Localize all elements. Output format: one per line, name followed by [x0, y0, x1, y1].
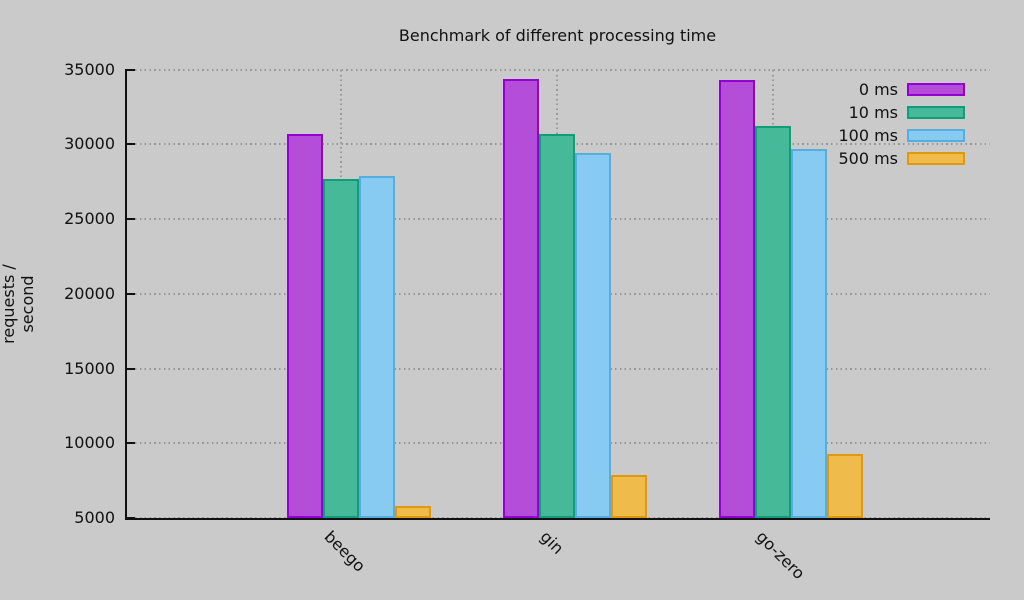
- y-tick-mark: [125, 68, 135, 71]
- x-category-label-go-zero: go-zero: [752, 527, 809, 584]
- legend-swatch: [907, 129, 965, 143]
- legend-label: 100 ms: [838, 126, 898, 146]
- x-axis-line: [125, 518, 990, 520]
- legend-row-100ms: 100 ms: [838, 124, 965, 147]
- y-tick-mark: [125, 367, 135, 370]
- h-gridline: [135, 68, 990, 71]
- y-tick-mark: [125, 143, 135, 146]
- legend-label: 500 ms: [838, 149, 898, 169]
- chart-title: Benchmark of different processing time: [398, 26, 717, 45]
- x-category-label-gin: gin: [536, 527, 568, 558]
- y-tick-label: 10000: [64, 433, 115, 453]
- legend-swatch: [907, 105, 965, 119]
- bar-100ms-go-zero: [791, 149, 827, 518]
- legend-label: 10 ms: [848, 102, 898, 122]
- y-tick-mark: [125, 218, 135, 220]
- bar-0ms-beego: [287, 133, 323, 518]
- y-tick-mark: [125, 442, 135, 445]
- y-tick-label: 25000: [64, 209, 115, 228]
- legend-swatch: [907, 152, 965, 166]
- legend-row-500ms: 500 ms: [838, 147, 965, 170]
- bar-500ms-beego: [395, 506, 431, 518]
- bar-0ms-gin: [503, 79, 539, 518]
- x-category-label-beego: beego: [320, 527, 370, 576]
- bar-100ms-gin: [575, 153, 611, 518]
- bar-100ms-beego: [359, 176, 395, 518]
- legend-row-0ms: 0 ms: [859, 78, 965, 101]
- y-tick-label: 20000: [64, 283, 115, 303]
- y-tick-label: 30000: [64, 134, 115, 154]
- legend-label: 0 ms: [858, 79, 898, 99]
- bar-500ms-gin: [611, 474, 647, 518]
- bar-0ms-go-zero: [719, 79, 755, 518]
- y-tick-label: 5000: [74, 508, 115, 527]
- bar-10ms-beego: [323, 178, 359, 518]
- bar-10ms-gin: [539, 133, 575, 518]
- y-tick-mark: [125, 292, 135, 295]
- y-axis-line: [125, 69, 127, 520]
- bar-500ms-go-zero: [827, 454, 863, 518]
- legend-swatch: [907, 82, 965, 96]
- y-tick-label: 15000: [64, 358, 115, 378]
- bar-10ms-go-zero: [755, 125, 791, 518]
- y-tick-label: 35000: [64, 59, 115, 79]
- legend-row-10ms: 10 ms: [849, 101, 965, 124]
